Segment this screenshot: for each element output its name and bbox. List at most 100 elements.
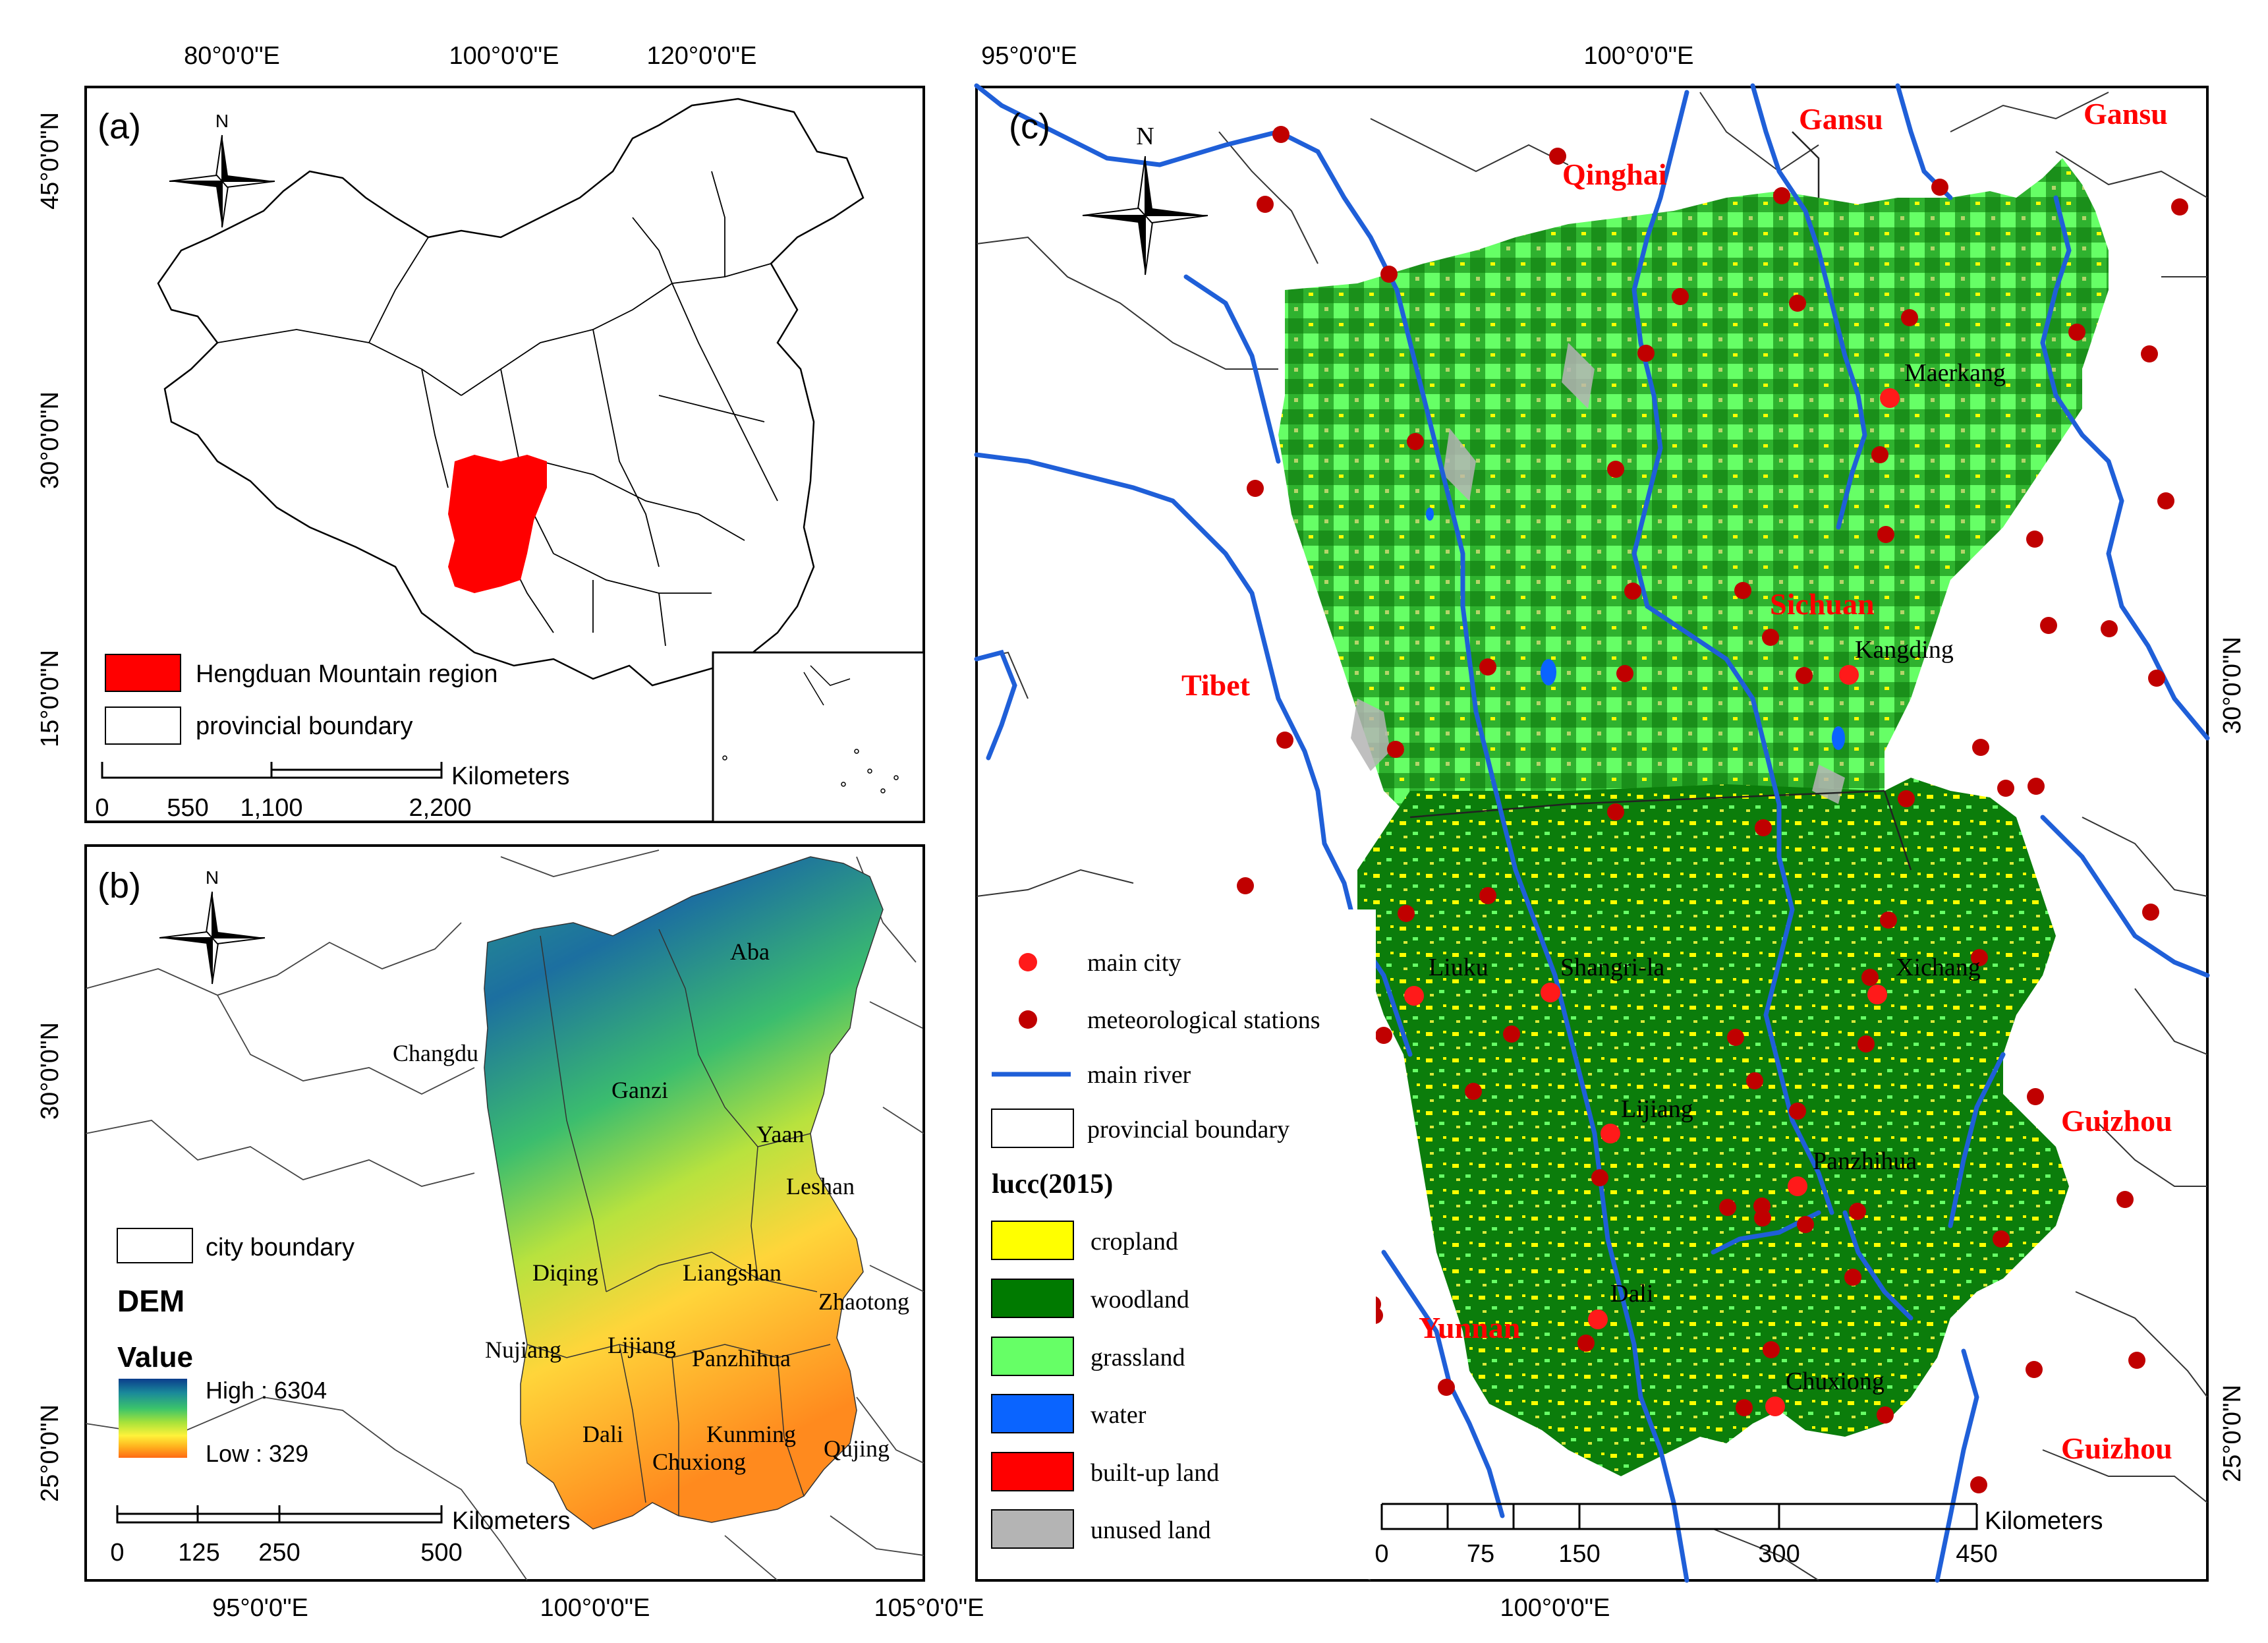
city-dali: Dali: [1610, 1280, 1653, 1308]
panel-a-scale-unit: Kilometers: [451, 763, 570, 790]
city-qujing: Qujing: [824, 1435, 890, 1462]
panel-c-right-tick-2: 25°0'0"N: [2219, 1385, 2246, 1482]
panel-b-north-label: N: [206, 867, 219, 888]
province-guizhou-2: Guizhou: [2061, 1431, 2172, 1465]
panel-c-top-tick-1: 95°0'0"E: [981, 42, 1077, 70]
city-lijiang: Lijiang: [608, 1332, 676, 1358]
legend-cropland-label: cropland: [1091, 1228, 1178, 1255]
city-ganzi: Ganzi: [611, 1077, 668, 1103]
panel-c-scale-unit: Kilometers: [1985, 1507, 2103, 1535]
main-cities: [1404, 388, 1900, 1416]
city-maerkang: Maerkang: [1904, 359, 2006, 387]
panel-b-scale-bar: [116, 1505, 443, 1524]
panel-c-scale-450: 450: [1956, 1540, 1997, 1568]
panel-b: 30°0'0"N 25°0'0"N 95°0'0"E 100°0'0"E 105…: [36, 844, 984, 1622]
legend-river-label: main river: [1087, 1061, 1191, 1089]
legend-city-boundary-label: city boundary: [206, 1234, 354, 1261]
city-diqing: Diqing: [532, 1259, 598, 1286]
legend-station-symbol: [1019, 1010, 1037, 1029]
dem-legend-high: High : 6304: [206, 1377, 327, 1404]
legend-unused-label: unused land: [1091, 1516, 1211, 1544]
panel-c-inner-boundaries: [1409, 131, 1912, 871]
province-qinghai: Qinghai: [1562, 158, 1667, 191]
panel-a-label: (a): [98, 107, 141, 146]
panel-c-label: (c): [1009, 107, 1050, 146]
panel-a-scale-bar: [101, 762, 443, 779]
panel-c-right-tick-1: 30°0'0"N: [2219, 637, 2246, 734]
city-dali: Dali: [582, 1421, 623, 1447]
legend-city-boundary-swatch: [117, 1228, 193, 1263]
hengduan-region: [448, 455, 547, 593]
legend-builtup-label: built-up land: [1091, 1459, 1219, 1487]
city-nujiang: Nujiang: [485, 1337, 561, 1363]
panel-c-scale-300: 300: [1758, 1540, 1800, 1568]
south-china-sea-inset: [712, 651, 925, 823]
legend-boundary-swatch: [991, 1109, 1074, 1148]
panel-c-bottom-tick-1: 100°0'0"E: [1500, 1594, 1610, 1622]
panel-a-top-tick-1: 80°0'0"E: [184, 42, 280, 70]
province-gansu-2: Gansu: [2084, 97, 2168, 130]
dem-region: [484, 856, 884, 1530]
city-chuxiong: Chuxiong: [1786, 1368, 1885, 1395]
lucc-region-south: [1357, 778, 2069, 1476]
panel-b-bottom-tick-1: 95°0'0"E: [212, 1594, 308, 1622]
panel-b-bottom-tick-2: 100°0'0"E: [540, 1594, 650, 1622]
panel-a-scale-0: 0: [95, 794, 109, 822]
legend-grassland-swatch: [991, 1337, 1074, 1376]
panel-b-scale-125: 125: [178, 1539, 219, 1567]
legend-cropland-swatch: [991, 1221, 1074, 1260]
panel-a-scale-1100: 1,100: [240, 794, 302, 822]
panel-c-scale-bar: [1380, 1503, 1978, 1530]
meteorological-stations: [1237, 126, 2188, 1493]
panel-b-city-boundaries: [526, 929, 831, 1516]
dem-legend-subtitle: Value: [117, 1341, 193, 1373]
city-xichang: Xichang: [1896, 954, 1981, 981]
panel-a-left-tick-3: 15°0'0"N: [36, 650, 64, 747]
legend-provincial-label: provincial boundary: [196, 712, 413, 740]
city-kangding: Kangding: [1855, 636, 1954, 664]
legend-boundary-label: provincial boundary: [1087, 1116, 1290, 1143]
city-liangshan: Liangshan: [683, 1259, 781, 1286]
legend-grassland-label: grassland: [1091, 1344, 1185, 1371]
panel-a-top-tick-2: 100°0'0"E: [449, 42, 559, 70]
legend-main-city-label: main city: [1087, 949, 1181, 977]
panel-a-north-arrow: N: [169, 111, 275, 228]
china-outline: [157, 98, 865, 687]
legend-hengduan-swatch: [105, 654, 181, 692]
city-kunming: Kunming: [706, 1421, 796, 1447]
legend-water-swatch: [991, 1394, 1074, 1433]
panel-b-scale-250: 250: [258, 1539, 300, 1567]
panel-b-scale-unit: Kilometers: [452, 1507, 571, 1535]
panel-b-left-tick-2: 25°0'0"N: [36, 1404, 64, 1502]
city-aba: Aba: [730, 938, 770, 965]
province-labels: Gansu Gansu Qinghai Sichuan Tibet Guizho…: [1181, 97, 2172, 1465]
legend-unused-swatch: [991, 1509, 1074, 1549]
city-liuku: Liuku: [1429, 954, 1488, 981]
panel-b-north-arrow: N: [159, 867, 266, 985]
legend-station-label: meteorological stations: [1087, 1006, 1320, 1034]
city-chuxiong: Chuxiong: [652, 1449, 746, 1475]
panel-b-scale-0: 0: [110, 1539, 124, 1567]
legend-woodland-label: woodland: [1091, 1286, 1189, 1313]
panel-a-left-tick-2: 30°0'0"N: [36, 391, 64, 489]
lucc-legend-title: lucc(2015): [992, 1169, 1113, 1199]
water-patches: [1426, 507, 1845, 750]
legend-provincial-swatch: [105, 706, 181, 745]
panel-b-left-tick-1: 30°0'0"N: [36, 1022, 64, 1120]
legend-woodland-swatch: [991, 1279, 1074, 1318]
dem-legend-ramp: [119, 1379, 187, 1458]
province-sichuan: Sichuan: [1770, 587, 1875, 621]
panel-c: 95°0'0"E 100°0'0"E 100°0'0"E 30°0'0"N 25…: [974, 42, 2246, 1622]
panel-c-city-labels: Maerkang Kangding Liuku Shangri-la Xicha…: [1429, 359, 2006, 1395]
panel-b-label: (b): [98, 866, 141, 906]
panel-a-left-tick-1: 45°0'0"N: [36, 112, 64, 210]
province-guizhou-1: Guizhou: [2061, 1104, 2172, 1138]
panel-c-north-label: N: [1136, 123, 1154, 150]
panel-c-north-arrow: N: [1082, 123, 1208, 275]
city-shangri-la: Shangri-la: [1560, 954, 1664, 981]
province-tibet: Tibet: [1181, 668, 1251, 702]
panel-c-scale-75: 75: [1467, 1540, 1494, 1568]
panel-a-scale-2200: 2,200: [409, 794, 471, 822]
province-yunnan: Yunnan: [1419, 1311, 1520, 1344]
